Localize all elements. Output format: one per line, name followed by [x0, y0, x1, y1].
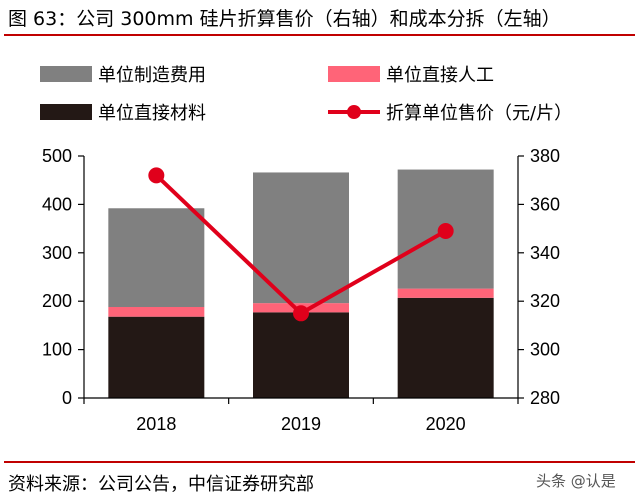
legend-item: 单位制造费用 — [40, 65, 206, 86]
price-point — [148, 167, 165, 184]
bar-segment — [253, 312, 349, 398]
bar-segment — [397, 288, 494, 298]
legend-swatch — [40, 66, 92, 82]
right-tick-label: 280 — [530, 388, 560, 408]
x-tick-label: 2018 — [136, 414, 176, 434]
left-tick-label: 200 — [42, 291, 72, 311]
chart-axes: 0 100 200 300 400 500 280 300 320 340 360 380 2018 20… — [42, 146, 560, 434]
legend-label: 单位制造费用 — [98, 65, 206, 86]
bar-segment — [108, 316, 205, 398]
right-tick-label: 300 — [530, 340, 560, 360]
left-tick-label: 100 — [42, 340, 72, 360]
legend-swatch — [40, 104, 92, 120]
bar-segment — [108, 208, 205, 308]
legend-marker — [347, 105, 361, 119]
left-tick-label: 0 — [62, 388, 72, 408]
right-tick-label: 320 — [530, 291, 560, 311]
x-tick-label: 2019 — [281, 414, 321, 434]
legend-item: 折算单位售价（元/片） — [328, 103, 572, 124]
price-line-series — [148, 167, 454, 322]
source-divider — [4, 461, 635, 463]
right-tick-label: 380 — [530, 146, 560, 166]
left-tick-label: 500 — [42, 146, 72, 166]
title-divider — [4, 34, 635, 36]
bar-segment — [108, 307, 205, 317]
legend-label: 折算单位售价（元/片） — [386, 103, 572, 124]
legend-label: 单位直接人工 — [386, 65, 494, 86]
chart-title: 图 63：公司 300mm 硅片折算售价（右轴）和成本分拆（左轴） — [8, 8, 561, 30]
legend-item: 单位直接材料 — [40, 103, 206, 124]
right-tick-label: 360 — [530, 194, 560, 214]
x-tick-label: 2020 — [426, 414, 466, 434]
source-note: 资料来源：公司公告，中信证券研究部 — [8, 474, 314, 495]
price-point — [437, 223, 454, 240]
bar-series — [108, 169, 494, 398]
left-tick-label: 400 — [42, 194, 72, 214]
legend-label: 单位直接材料 — [98, 103, 206, 124]
watermark-text: 头条 @认是 — [536, 472, 616, 490]
right-tick-label: 340 — [530, 243, 560, 263]
legend-item: 单位直接人工 — [328, 65, 494, 86]
left-tick-label: 300 — [42, 243, 72, 263]
legend-swatch — [328, 66, 380, 82]
bar-segment — [397, 297, 494, 398]
price-point — [293, 305, 309, 322]
